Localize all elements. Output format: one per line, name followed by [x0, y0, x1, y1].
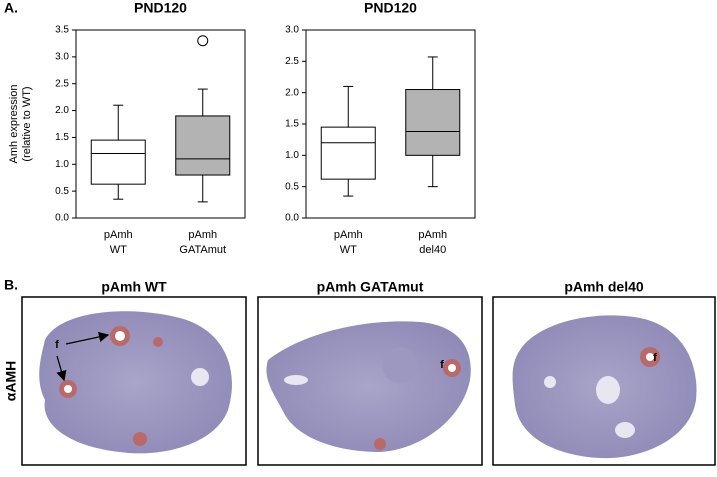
x-tick-label: GATAmut — [179, 244, 226, 256]
panel-label: B. — [4, 277, 18, 293]
image-title: pAmh WT — [101, 279, 167, 295]
y-tick-label: 3.0 — [285, 25, 299, 36]
x-tick-label: WT — [110, 244, 127, 256]
y-tick-label: 3.5 — [55, 25, 69, 36]
follicle — [153, 337, 163, 347]
follicle — [284, 375, 308, 385]
follicle — [615, 422, 635, 438]
x-tick-label: pAmh — [418, 229, 447, 241]
y-tick-label: 1.0 — [55, 159, 69, 170]
y-tick-label: 2.5 — [285, 56, 299, 67]
x-tick-label: WT — [340, 244, 357, 256]
y-tick-label: 0.5 — [55, 186, 69, 197]
chart-title: PND120 — [364, 0, 417, 16]
x-tick-label: pAmh — [104, 229, 133, 241]
follicle — [64, 385, 72, 393]
follicle — [133, 432, 147, 446]
arrow — [65, 331, 110, 345]
follicle — [374, 438, 386, 450]
y-axis-label: Amh expression — [8, 85, 20, 164]
box — [90, 139, 146, 185]
box — [175, 115, 231, 176]
plot-frame — [75, 29, 246, 219]
annotation: f — [55, 339, 59, 351]
y-tick-label: 1.5 — [285, 119, 299, 130]
x-tick-label: pAmh — [188, 229, 217, 241]
tissue — [39, 311, 232, 454]
y-tick-label: 3.0 — [55, 51, 69, 62]
x-tick-label: del40 — [419, 244, 446, 256]
y-axis-label: (relative to WT) — [21, 86, 33, 161]
annotation: f — [440, 359, 444, 371]
y-tick-label: 2.0 — [285, 87, 299, 98]
image-title: pAmh del40 — [564, 279, 644, 295]
follicle — [191, 368, 209, 386]
follicle — [115, 331, 125, 341]
follicle — [382, 347, 418, 383]
outlier — [197, 35, 209, 47]
box — [405, 89, 461, 156]
tissue — [266, 321, 471, 452]
y-tick-label: 0.0 — [285, 213, 299, 224]
y-tick-label: 2.0 — [55, 105, 69, 116]
box — [320, 126, 376, 180]
annotation: f — [653, 352, 657, 364]
y-tick-label: 2.5 — [55, 78, 69, 89]
x-tick-label: pAmh — [334, 229, 363, 241]
panel-label: A. — [4, 0, 18, 16]
row-label: αAMH — [3, 361, 19, 402]
follicle — [544, 376, 556, 388]
follicle — [596, 376, 620, 404]
y-tick-label: 1.0 — [285, 150, 299, 161]
y-tick-label: 1.5 — [55, 132, 69, 143]
y-tick-label: 0.0 — [55, 213, 69, 224]
y-tick-label: 0.5 — [285, 181, 299, 192]
chart-title: PND120 — [134, 0, 187, 16]
arrow — [56, 355, 67, 382]
image-title: pAmh GATAmut — [317, 279, 424, 295]
follicle — [646, 353, 654, 361]
follicle — [448, 364, 456, 372]
